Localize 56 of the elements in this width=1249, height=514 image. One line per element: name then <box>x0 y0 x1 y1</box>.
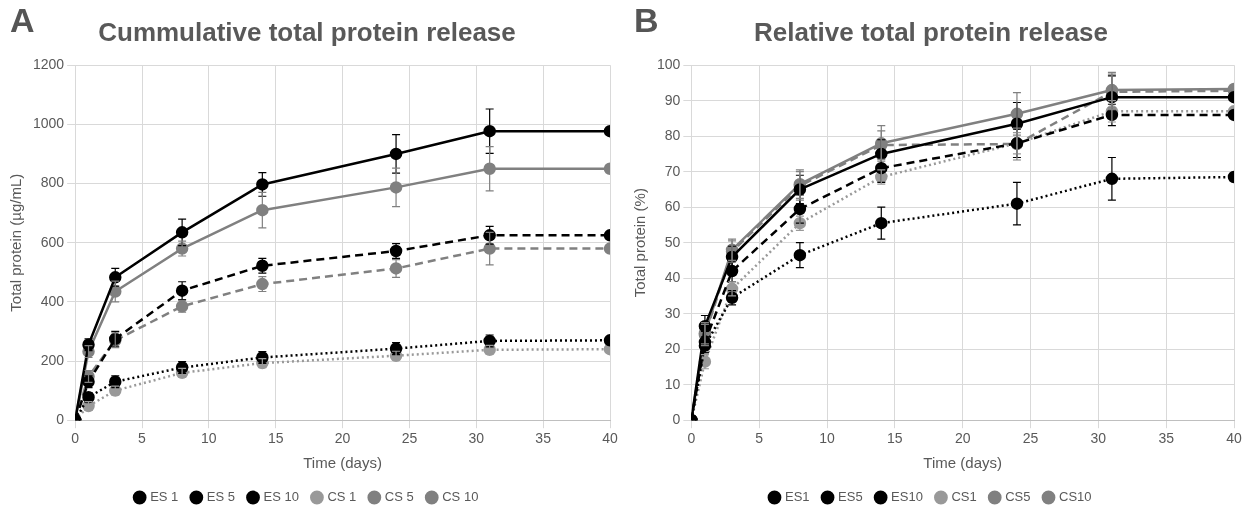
x-tick-label: 0 <box>71 430 80 447</box>
y-tick-label: 30 <box>664 304 681 321</box>
chart-title: Relative total protein release <box>753 16 1109 47</box>
x-tick-label: 40 <box>1226 430 1242 447</box>
legend-label: CS 10 <box>442 489 479 505</box>
x-tick-label: 20 <box>954 430 971 447</box>
legend-label: ES 10 <box>263 489 299 505</box>
text: A <box>10 1 35 40</box>
x-tick-label: 25 <box>1022 430 1039 447</box>
x-tick-label: 15 <box>887 430 903 447</box>
x-tick-label: 15 <box>267 430 284 447</box>
legend-label: ES10 <box>891 489 923 505</box>
y-tick-label: 1200 <box>32 56 65 73</box>
x-tick-label: 0 <box>687 430 696 447</box>
legend-label: ES1 <box>784 489 810 505</box>
x-tick-label: 30 <box>1090 430 1107 447</box>
y-tick-label: 20 <box>664 340 681 357</box>
x-tick-label: 10 <box>819 430 836 447</box>
y-tick-label: 800 <box>40 174 65 191</box>
legend-label: ES5 <box>838 489 863 505</box>
y-tick-label: 0 <box>56 411 65 428</box>
legend-label: CS10 <box>1059 489 1092 505</box>
chart-title: Cummulative total protein release <box>98 16 516 47</box>
y-tick-label: 0 <box>672 411 681 428</box>
x-tick-label: 20 <box>334 430 351 447</box>
y-tick-label: 50 <box>664 233 681 250</box>
y-axis-title: Total protein (µg/mL) <box>7 173 25 312</box>
x-tick-label: 25 <box>401 430 418 447</box>
x-tick-label: 35 <box>1158 430 1175 447</box>
y-tick-label: 100 <box>657 56 681 73</box>
legend-label: ES 5 <box>206 489 236 505</box>
y-tick-label: 1000 <box>32 115 65 132</box>
y-tick-label: 70 <box>664 162 681 179</box>
y-tick-label: 40 <box>664 269 681 286</box>
x-tick-label: 40 <box>602 430 618 447</box>
legend-label: CS5 <box>1005 489 1031 505</box>
x-tick-label: 30 <box>468 430 485 447</box>
legend-label: ES 1 <box>150 489 179 505</box>
legend-label: CS 5 <box>384 489 414 505</box>
y-tick-label: 80 <box>664 127 681 144</box>
x-tick-label: 5 <box>755 430 764 447</box>
y-tick-label: 200 <box>40 351 65 368</box>
legend-label: CS1 <box>951 489 977 505</box>
x-tick-label: 10 <box>201 430 217 447</box>
x-axis-title: Time (days) <box>303 454 382 472</box>
y-tick-label: 10 <box>664 375 681 392</box>
y-axis-title: Total protein (%) <box>631 188 649 298</box>
x-tick-label: 5 <box>138 430 147 447</box>
y-tick-label: 600 <box>40 233 65 250</box>
x-axis-title: Time (days) <box>923 454 1002 472</box>
y-tick-label: 60 <box>664 198 681 215</box>
text: B <box>634 1 659 40</box>
y-tick-label: 400 <box>40 292 65 309</box>
legend-label: CS 1 <box>327 489 357 505</box>
y-tick-label: 90 <box>664 91 681 108</box>
x-tick-label: 35 <box>535 430 552 447</box>
